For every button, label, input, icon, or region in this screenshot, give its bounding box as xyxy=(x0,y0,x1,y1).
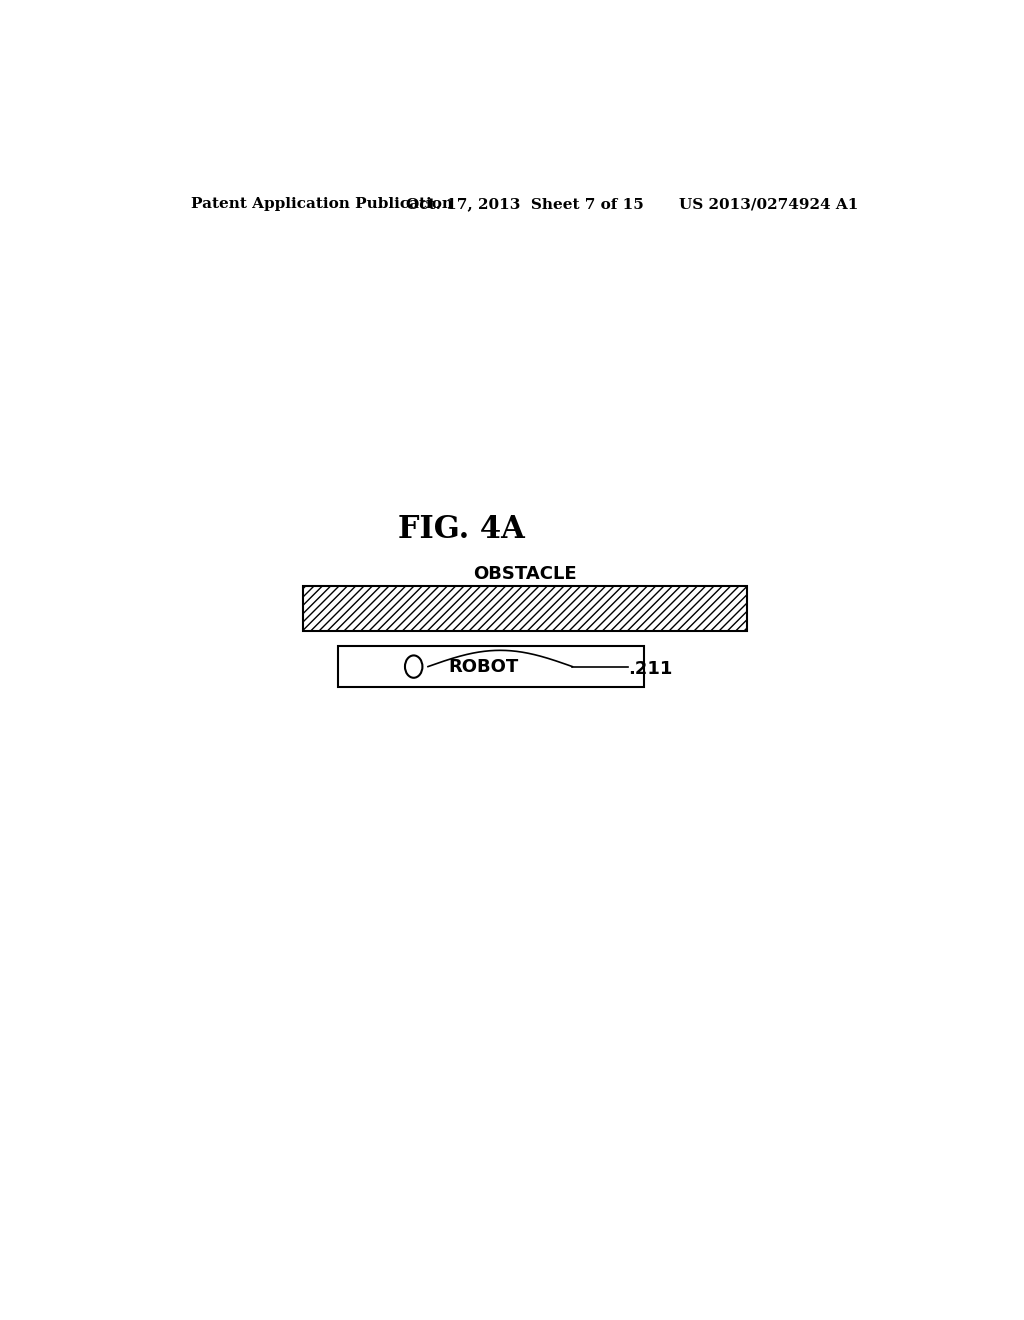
Text: FIG. 4A: FIG. 4A xyxy=(398,513,524,545)
Bar xyxy=(338,647,644,686)
Text: ROBOT: ROBOT xyxy=(449,657,519,676)
Bar xyxy=(303,586,748,631)
Circle shape xyxy=(404,656,423,677)
Text: OBSTACLE: OBSTACLE xyxy=(473,565,577,583)
Text: US 2013/0274924 A1: US 2013/0274924 A1 xyxy=(679,197,858,211)
Text: .211: .211 xyxy=(628,660,673,677)
Text: Patent Application Publication: Patent Application Publication xyxy=(191,197,454,211)
Text: Oct. 17, 2013  Sheet 7 of 15: Oct. 17, 2013 Sheet 7 of 15 xyxy=(406,197,644,211)
